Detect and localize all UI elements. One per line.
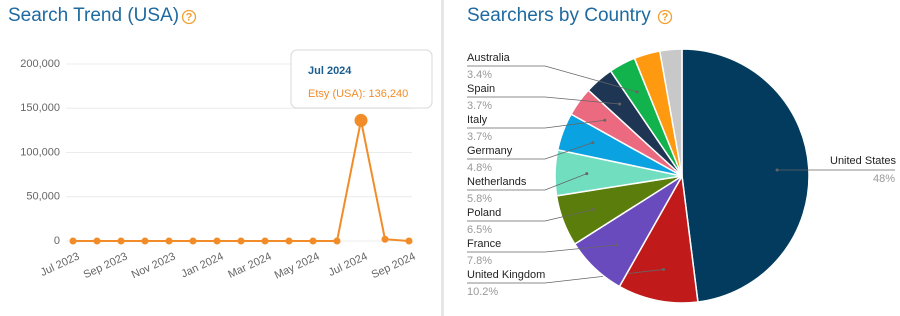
x-tick-label: Jan 2024 [179, 250, 225, 280]
data-point [93, 237, 101, 245]
leader-line [467, 209, 593, 222]
leader-line [467, 96, 620, 105]
pie-slice [658, 48, 683, 177]
data-point [261, 237, 269, 245]
data-point [309, 237, 317, 245]
y-tick-label: 0 [54, 235, 60, 247]
leader-dot [635, 90, 639, 94]
data-point [405, 237, 413, 245]
x-tick-label: Sep 2023 [82, 250, 130, 281]
help-icon-text[interactable]: ? [662, 11, 669, 23]
data-point [141, 237, 149, 245]
slice-value: 6.5% [467, 224, 492, 236]
data-point [237, 237, 245, 245]
tooltip-title: Jul 2024 [308, 65, 352, 77]
leader-line [467, 119, 605, 129]
help-icon[interactable] [657, 9, 673, 25]
slice-label: Italy [467, 114, 488, 126]
pie-slice [618, 173, 699, 304]
slice-label: Spain [467, 83, 495, 95]
line-title: Search Trend (USA) [8, 5, 179, 26]
leader-line [467, 142, 593, 160]
slice-label: Germany [467, 145, 513, 157]
data-point [189, 237, 197, 245]
pie-title: Searchers by Country [467, 5, 651, 26]
data-point [354, 113, 368, 127]
data-point [117, 237, 125, 245]
leader-dot [585, 172, 589, 176]
series-line [73, 120, 410, 242]
y-tick-label: 100,000 [20, 146, 60, 158]
x-tick-label: Sep 2024 [370, 250, 418, 281]
leader-dot [591, 208, 595, 212]
slice-label: France [467, 238, 501, 250]
tooltip-box [290, 49, 433, 109]
slice-label: Poland [467, 207, 501, 219]
x-tick-label: May 2024 [273, 250, 322, 281]
slice-value: 4.8% [467, 162, 492, 174]
slice-value: 3.4% [467, 69, 492, 81]
y-tick-label: 150,000 [20, 102, 60, 114]
leader-dot [591, 141, 595, 145]
x-tick-label: Mar 2024 [226, 250, 273, 281]
slice-value: 3.7% [467, 100, 492, 112]
slice-value: 10.2% [467, 286, 498, 298]
data-point [333, 237, 341, 245]
data-point [69, 237, 77, 245]
divider [441, 0, 444, 316]
leader-dot [618, 102, 622, 106]
slice-label: United States [830, 155, 897, 167]
data-point [285, 237, 293, 245]
data-point [213, 237, 221, 245]
x-tick-label: Nov 2023 [130, 250, 178, 281]
slice-label: Netherlands [467, 176, 527, 188]
data-point [165, 237, 173, 245]
leader-dot [662, 267, 666, 271]
data-point [381, 235, 389, 243]
leader-line [467, 173, 587, 191]
y-tick-label: 50,000 [26, 191, 60, 203]
pie-slice [681, 48, 810, 303]
slice-label: United Kingdom [467, 269, 545, 281]
leader-line [467, 65, 638, 93]
help-icon[interactable] [181, 9, 197, 25]
leader-dot [775, 168, 779, 172]
x-tick-label: Jul 2023 [39, 250, 82, 278]
tooltip: Jul 2024 Etsy (USA): 136,240 [290, 49, 433, 109]
slice-value: 3.7% [467, 131, 492, 143]
x-tick-label: Jul 2024 [327, 250, 370, 278]
tooltip-text: Etsy (USA): 136,240 [308, 88, 408, 100]
y-tick-label: 200,000 [20, 58, 60, 70]
leader-dot [614, 243, 618, 247]
leader-line [467, 244, 617, 253]
help-icon-text[interactable]: ? [186, 11, 193, 23]
leader-dot [603, 118, 607, 122]
slice-label: Australia [467, 52, 511, 64]
slice-value: 7.8% [467, 255, 492, 267]
slice-value: 5.8% [467, 193, 492, 205]
slice-value: 48% [873, 173, 895, 185]
